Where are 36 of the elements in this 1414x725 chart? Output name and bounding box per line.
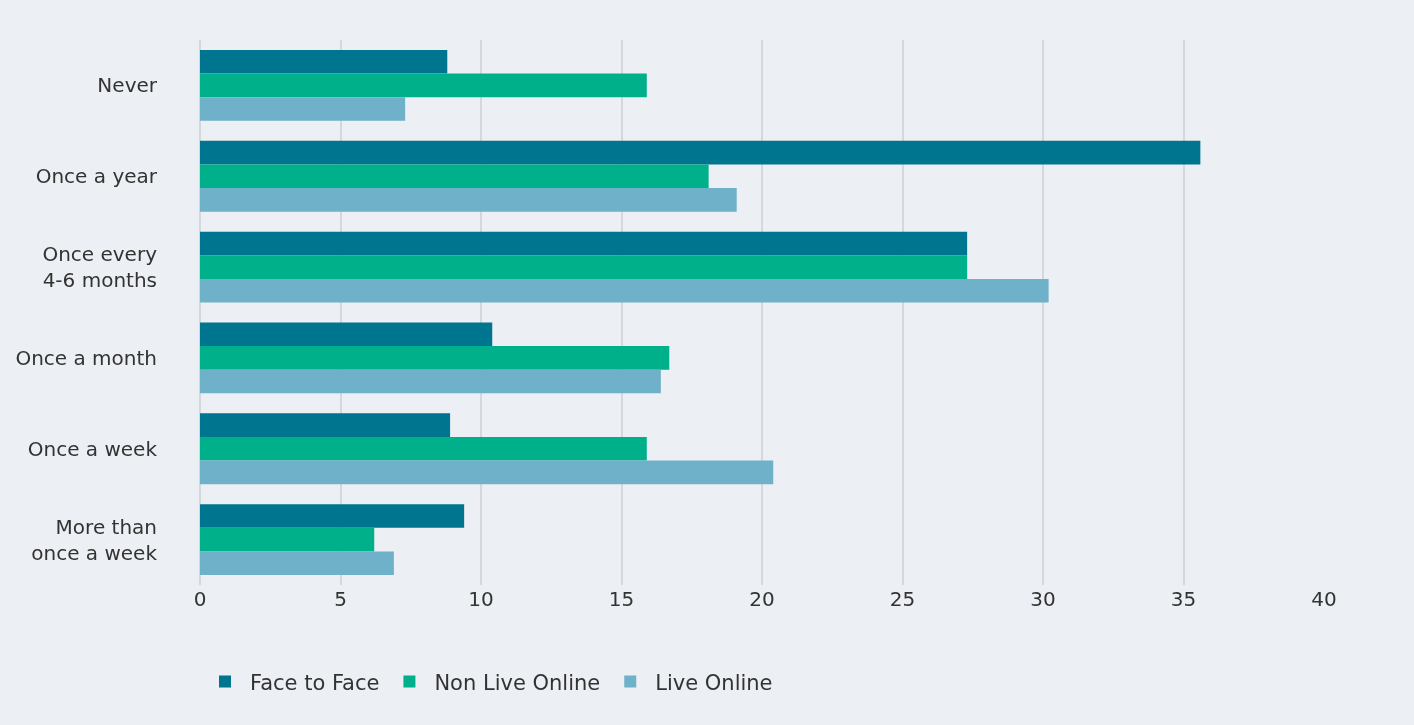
y-tick-label: More than once a week: [31, 514, 158, 565]
y-tick-label: Once every 4-6 months: [42, 242, 158, 293]
legend-label: Face to Face: [250, 670, 380, 695]
bar: [200, 551, 394, 576]
bar: [200, 460, 774, 485]
bar: [200, 97, 406, 121]
y-tick-label: Never: [97, 73, 158, 98]
y-tick-label: Once a year: [35, 164, 158, 189]
x-tick-label: 40: [1311, 587, 1337, 611]
bar: [200, 231, 968, 256]
bar: [200, 188, 737, 212]
bar: [200, 322, 493, 347]
bar: [200, 164, 709, 189]
x-tick-label: 5: [334, 587, 347, 611]
x-tick-label: 25: [889, 587, 916, 611]
x-tick-label: 10: [468, 587, 494, 611]
x-tick-label: 20: [749, 587, 775, 611]
y-tick-label: Once a month: [15, 345, 157, 370]
y-tick-label: Once a week: [27, 436, 158, 461]
x-tick-label: 30: [1030, 587, 1056, 611]
bar: [200, 73, 647, 98]
bar: [200, 504, 465, 528]
bar: [200, 527, 375, 552]
bar: [200, 413, 451, 437]
bar: [200, 49, 448, 74]
legend-label: Non Live Online: [434, 670, 601, 695]
bar: [200, 369, 661, 394]
bar: [200, 255, 968, 279]
bar: [200, 436, 647, 461]
bar: [200, 140, 1201, 165]
x-tick-label: 0: [193, 587, 207, 611]
x-tick-label: 35: [1170, 587, 1197, 611]
legend-label: Live Online: [655, 670, 773, 695]
bar: [200, 346, 670, 370]
bar: [200, 278, 1049, 303]
x-tick-label: 15: [608, 587, 635, 611]
